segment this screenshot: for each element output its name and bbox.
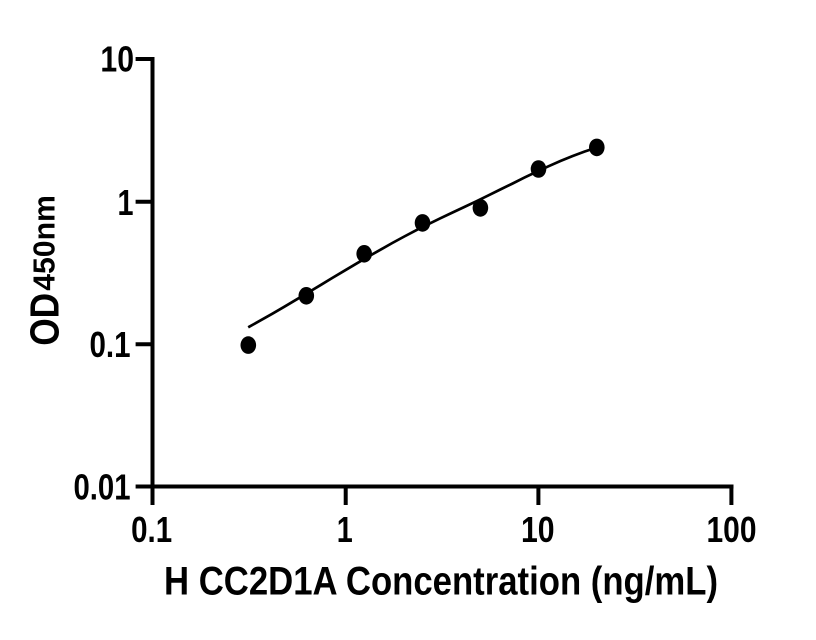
svg-text:10: 10 — [100, 39, 134, 80]
svg-text:0.1: 0.1 — [90, 324, 131, 365]
svg-text:H CC2D1A Concentration (ng/mL): H CC2D1A Concentration (ng/mL) — [164, 560, 718, 604]
svg-text:450nm: 450nm — [27, 195, 62, 291]
svg-text:0.01: 0.01 — [74, 467, 131, 508]
svg-text:OD: OD — [22, 293, 68, 346]
svg-text:0.1: 0.1 — [131, 509, 172, 550]
svg-text:10: 10 — [521, 509, 555, 550]
svg-text:1: 1 — [337, 509, 353, 550]
svg-text:1: 1 — [118, 182, 134, 223]
svg-text:100: 100 — [707, 509, 757, 550]
